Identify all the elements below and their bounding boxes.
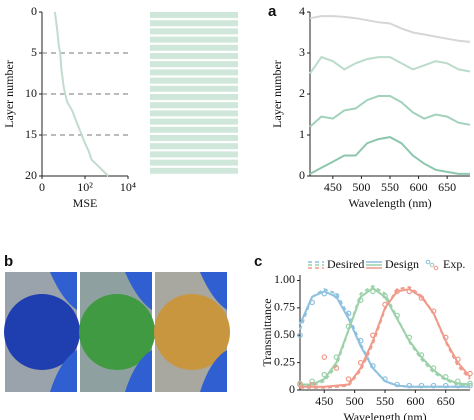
y-tick-label: 0 xyxy=(31,4,37,18)
y-axis-label: Transmittance xyxy=(260,298,274,366)
x-tick-label: 0 xyxy=(39,180,45,194)
data-point xyxy=(442,334,449,341)
y-tick-label: 20 xyxy=(25,168,37,182)
x-tick-label: 650 xyxy=(438,180,456,194)
x-tick-label: 600 xyxy=(406,394,424,408)
series-line xyxy=(309,136,470,175)
data-point xyxy=(309,299,315,306)
y-tick-label: 3 xyxy=(299,45,305,59)
data-point xyxy=(297,381,303,388)
data-point xyxy=(333,354,340,360)
series-line xyxy=(309,95,471,128)
data-point xyxy=(370,288,376,295)
data-point xyxy=(382,293,388,299)
y-tick-label: 0 xyxy=(289,382,295,396)
y-tick-label: 0.75 xyxy=(274,300,295,314)
data-point xyxy=(321,354,328,360)
y-tick-label: 1 xyxy=(299,127,305,141)
legend-label: Desired xyxy=(327,257,364,271)
data-point xyxy=(382,301,388,308)
y-tick-label: 5 xyxy=(31,45,37,59)
series-line xyxy=(300,286,471,386)
x-tick-label: 600 xyxy=(410,180,428,194)
y-tick-label: 1.00 xyxy=(274,272,295,286)
data-point xyxy=(430,382,437,389)
y-tick-label: 0.50 xyxy=(274,327,295,341)
y-tick-label: 10 xyxy=(25,86,37,100)
data-point xyxy=(357,359,364,366)
data-point xyxy=(467,380,473,387)
legend-label: Exp. xyxy=(443,257,465,271)
data-point xyxy=(442,382,449,389)
data-point xyxy=(394,312,400,319)
data-point xyxy=(297,332,303,339)
legend-marker xyxy=(429,262,435,268)
data-point xyxy=(333,293,340,299)
series-line xyxy=(309,15,471,43)
x-tick-label: 450 xyxy=(324,180,342,194)
data-point xyxy=(357,297,364,303)
data-point xyxy=(345,310,352,317)
data-point xyxy=(321,290,328,297)
data-point xyxy=(406,288,413,295)
data-point xyxy=(309,381,315,388)
data-point xyxy=(430,365,437,371)
y-tick-label: 0.25 xyxy=(274,354,295,368)
panel-label: c xyxy=(254,253,262,270)
x-tick-label: 450 xyxy=(315,394,333,408)
x-tick-label: 10⁴ xyxy=(120,180,136,194)
legend-label: Design xyxy=(385,257,419,271)
data-point xyxy=(345,323,352,330)
x-tick-label: 650 xyxy=(437,394,455,408)
y-tick-label: 2 xyxy=(299,86,305,100)
data-point xyxy=(455,378,461,385)
data-point xyxy=(418,382,425,389)
x-axis-label: Wavelength (nm) xyxy=(348,196,431,210)
data-point xyxy=(370,332,376,339)
y-axis-label: Layer number xyxy=(270,60,284,128)
data-point xyxy=(406,334,413,341)
photos xyxy=(4,272,230,392)
data-point xyxy=(430,308,437,314)
series-line xyxy=(309,55,471,75)
x-tick-label: 500 xyxy=(346,394,364,408)
y-axis-label: Layer number xyxy=(2,60,16,128)
x-tick-label: 550 xyxy=(376,394,394,408)
data-point xyxy=(394,288,400,295)
data-point xyxy=(345,376,352,382)
data-point xyxy=(382,376,388,382)
data-point xyxy=(455,356,461,363)
x-axis-label: MSE xyxy=(73,196,98,210)
data-point xyxy=(333,365,340,371)
data-point xyxy=(406,382,413,389)
y-tick-label: 0 xyxy=(299,168,305,182)
data-point xyxy=(370,363,376,369)
data-point xyxy=(394,381,400,388)
layer-stack xyxy=(150,12,238,176)
panel-label: b xyxy=(4,253,13,270)
x-tick-label: 500 xyxy=(352,180,370,194)
legend-marker xyxy=(425,259,431,265)
data-point xyxy=(309,378,315,385)
data-point xyxy=(357,337,364,344)
legend-marker xyxy=(433,265,439,271)
data-point xyxy=(467,382,473,389)
x-tick-label: 550 xyxy=(381,180,399,194)
data-point xyxy=(467,370,473,377)
data-point xyxy=(442,374,449,380)
y-tick-label: 4 xyxy=(299,4,305,18)
y-tick-label: 15 xyxy=(25,127,37,141)
series-line xyxy=(300,288,471,388)
x-tick-label: 10² xyxy=(77,180,93,194)
x-axis-label: Wavelength (nm) xyxy=(343,410,426,420)
panel-label: a xyxy=(268,3,277,20)
data-point xyxy=(418,352,425,358)
data-point xyxy=(418,295,425,301)
series-line xyxy=(53,11,109,177)
data-point xyxy=(321,371,328,378)
